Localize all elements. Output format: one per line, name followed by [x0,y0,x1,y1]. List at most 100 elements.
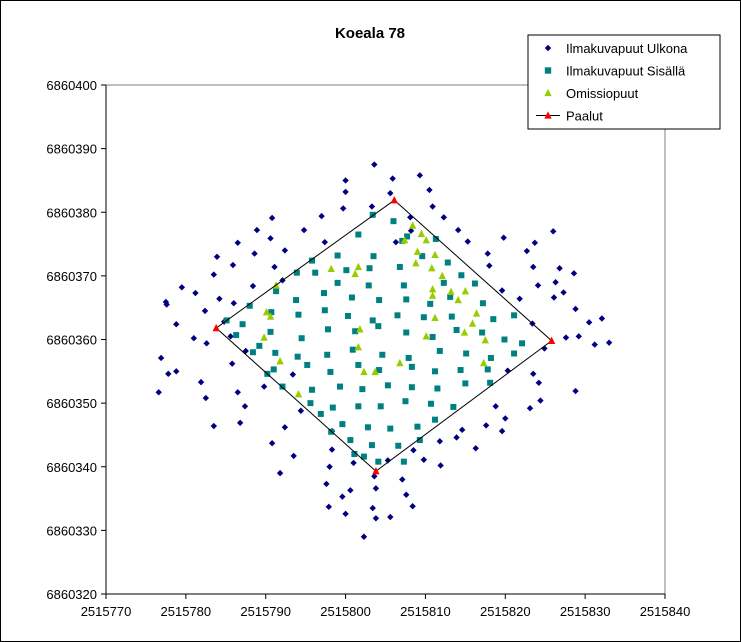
data-point [229,261,237,269]
data-point [165,370,172,378]
y-tick-label: 6860390 [46,142,97,157]
data-point [234,239,241,246]
data-point [268,214,276,222]
data-point [352,328,359,335]
data-point [324,351,331,358]
data-point [321,238,329,246]
data-point [268,440,276,447]
y-tick-label: 6860350 [46,396,97,411]
data-point [392,238,400,246]
data-point [413,247,422,255]
data-point [428,291,437,299]
data-point [403,329,410,336]
data-point [192,289,199,297]
data-point [498,287,506,294]
data-point [210,422,218,430]
legend-label: Omissiopuut [566,86,639,101]
legend-label: Ilmakuvapuut Sisällä [566,64,686,79]
x-tick-label: 2515770 [81,604,132,619]
data-point [396,263,403,270]
data-point [535,379,543,386]
data-point [541,345,548,352]
data-point [321,307,328,314]
data-point [281,424,289,431]
data-point [389,175,396,182]
legend-label: Ilmakuvapuut Ulkona [566,41,688,56]
data-point [304,361,311,368]
data-point [294,390,303,398]
y-tick-label: 6860360 [46,333,97,348]
data-point [339,421,346,428]
data-point [251,250,258,257]
data-point [351,451,358,458]
plot-area [105,84,666,595]
series-layer [155,161,613,540]
data-point [484,250,491,257]
data-point [323,480,330,488]
data-point [297,407,305,414]
x-tick-label: 2515800 [320,604,371,619]
data-point [267,328,274,335]
data-point [417,229,426,238]
data-point [526,405,534,412]
data-point [468,319,477,327]
data-point [325,326,332,333]
data-point [369,211,376,218]
data-point [428,400,435,407]
data-point [458,426,466,434]
y-tick-label: 6860380 [46,205,97,220]
data-point [396,358,404,367]
data-point [400,458,407,465]
data-point [360,453,367,460]
data-point [281,247,289,254]
x-axis: 2515770 2515780 2515790 2515800 2515810 25158… [81,593,690,619]
data-point [233,332,240,339]
data-point [249,349,256,356]
data-point [197,378,205,386]
data-point [276,469,284,477]
legend-box [527,34,721,130]
data-point [402,398,409,405]
data-point [432,368,439,375]
data-point [236,419,244,427]
data-point [343,267,350,274]
data-point [384,382,391,389]
y-tick-label: 6860330 [46,523,97,538]
data-point [414,423,421,430]
data-point [375,323,382,330]
data-point [348,294,355,301]
data-point [355,231,362,238]
data-point [482,422,490,429]
data-point [387,425,394,432]
data-point [155,389,162,396]
data-point [360,367,368,376]
data-point [479,300,486,307]
data-point [249,282,257,290]
data-point [347,437,354,444]
data-point [212,323,220,332]
data-point [420,314,427,321]
data-point [241,403,249,410]
data-point [552,279,559,286]
data-point [440,279,447,286]
series-2 [260,221,490,398]
data-point [408,221,417,229]
y-tick-label: 6860320 [46,587,97,602]
data-point [173,321,180,328]
data-point [585,319,593,326]
data-point [228,360,236,367]
data-point [376,367,383,374]
legend-item: Omissiopuut [544,86,639,101]
data-point [422,332,430,340]
x-tick-label: 2515810 [400,604,451,619]
data-point [472,309,481,317]
data-point [334,252,341,259]
data-point [339,205,347,212]
data-point [436,438,444,445]
data-point [432,416,439,423]
data-point [450,403,457,410]
data-point [339,493,346,500]
data-point [502,415,509,422]
data-point [408,363,415,370]
data-point [605,339,613,346]
